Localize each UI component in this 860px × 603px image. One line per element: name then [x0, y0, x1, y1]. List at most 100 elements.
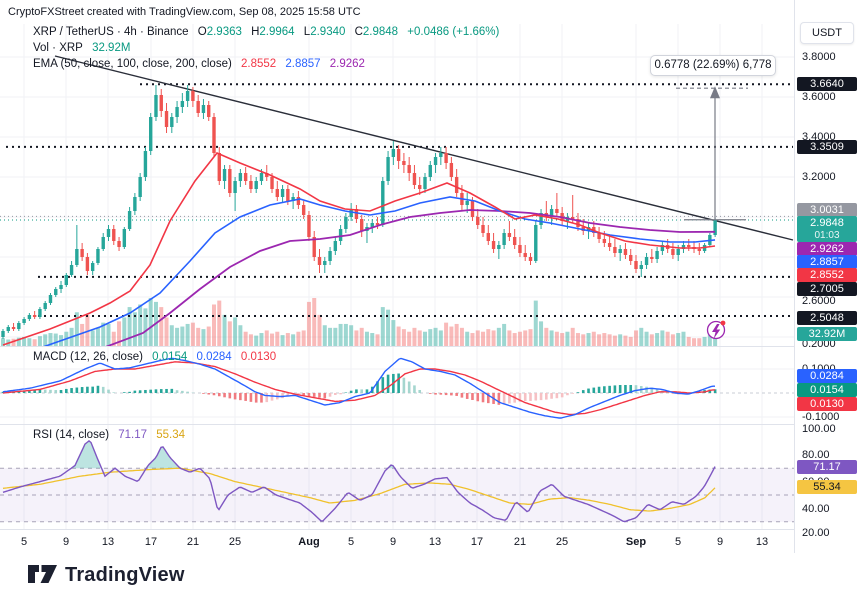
- axis-tick-label: 3.6000: [802, 91, 836, 103]
- axis-price-badge: 3.3509: [797, 140, 857, 154]
- currency-toggle-button[interactable]: USDT: [800, 22, 854, 44]
- rsi-legend[interactable]: RSI (14, close) 71.17 55.34: [33, 429, 191, 441]
- attribution-text: CryptoFXStreet created with TradingView.…: [8, 6, 361, 18]
- macd-legend[interactable]: MACD (12, 26, close) 0.0154 0.0284 0.013…: [33, 351, 282, 363]
- boost-lightning-icon[interactable]: [706, 320, 726, 340]
- measure-tooltip: 0.6778 (22.69%) 6,778: [650, 55, 776, 76]
- high-value: 2.9964: [259, 26, 295, 38]
- ema50-line: [2, 152, 716, 346]
- rsi-label: RSI (14, close): [33, 429, 110, 441]
- ema-legend[interactable]: EMA (50, close, 100, close, 200, close) …: [33, 58, 371, 70]
- axis-price-badge: 0.0154: [797, 383, 857, 397]
- axis-price-badge: 2.8857: [797, 255, 857, 269]
- price-countdown: 01:03: [814, 230, 840, 241]
- price-pane: [0, 55, 794, 346]
- chart-canvas[interactable]: [0, 0, 794, 529]
- time-tick-label: Sep: [625, 536, 647, 548]
- volume-value: 32.92M: [92, 42, 131, 54]
- volume-label: Vol · XRP: [33, 42, 83, 54]
- change-value: +0.0486 (+1.66%): [407, 26, 500, 38]
- macd-line-value: 0.0284: [196, 351, 232, 363]
- symbol-title: XRP / TetherUS · 4h · Binance: [33, 26, 189, 38]
- rsi-band: [0, 468, 794, 522]
- descending-trendline[interactable]: [54, 55, 794, 241]
- tradingview-logo-icon: [28, 565, 57, 583]
- time-tick-label: 21: [186, 536, 200, 548]
- axis-tick-label: 3.8000: [802, 51, 836, 63]
- open-value: 2.9363: [206, 26, 242, 38]
- time-tick-label: 9: [62, 536, 70, 548]
- axis-price-badge: 3.0031: [797, 203, 857, 217]
- time-tick-label: 5: [674, 536, 682, 548]
- macd-pane: [0, 357, 794, 419]
- macd-main-line: [2, 357, 715, 419]
- pane-separator-macd[interactable]: [0, 346, 794, 347]
- volume-legend[interactable]: Vol · XRP 32.92M: [33, 42, 136, 54]
- tradingview-logo-text: TradingView: [65, 563, 185, 586]
- rsi-overbought-fill: [147, 446, 179, 469]
- axis-price-badge: 2.9262: [797, 242, 857, 256]
- axis-tick-label: 3.2000: [802, 171, 836, 183]
- volume-bars: [1, 298, 718, 346]
- axis-tick-label: 0.2000: [802, 338, 836, 350]
- axis-price-badge: 2.9848 01:03: [797, 216, 857, 242]
- time-tick-label: 25: [228, 536, 242, 548]
- axis-price-badge: 0.0284: [797, 369, 857, 383]
- rsi-ma-value: 55.34: [156, 429, 186, 441]
- pane-separator-rsi[interactable]: [0, 424, 794, 425]
- macd-histogram: [1, 373, 717, 405]
- close-label: C: [354, 26, 363, 38]
- rsi-pane: [0, 440, 794, 523]
- high-label: H: [251, 26, 260, 38]
- ema50-value: 2.8552: [241, 58, 277, 70]
- axis-tick-label: -0.1000: [802, 411, 840, 423]
- measure-tool[interactable]: [676, 86, 748, 221]
- rsi-value: 71.17: [118, 429, 148, 441]
- time-tick-label: 25: [555, 536, 569, 548]
- axis-tick-label: 80.00: [802, 449, 830, 461]
- time-tick-label: 5: [347, 536, 355, 548]
- chart-panes[interactable]: [0, 0, 794, 529]
- macd-hist-value: 0.0154: [152, 351, 188, 363]
- axis-price-badge: 2.7005: [797, 282, 857, 296]
- low-label: L: [303, 26, 311, 38]
- close-value: 2.9848: [362, 26, 399, 38]
- axis-price-badge: 32.92M: [797, 327, 857, 341]
- time-tick-label: 13: [755, 536, 769, 548]
- ema100-value: 2.8857: [285, 58, 321, 70]
- tradingview-branding[interactable]: TradingView: [28, 563, 185, 587]
- axis-tick-label: 20.00: [802, 527, 830, 539]
- macd-label: MACD (12, 26, close): [33, 351, 143, 363]
- axis-price-badge: 71.17: [797, 460, 857, 474]
- time-tick-label: 13: [101, 536, 115, 548]
- open-label: O: [197, 26, 207, 38]
- low-value: 2.9340: [310, 26, 346, 38]
- candlestick-series: [1, 85, 717, 339]
- axis-tick-label: 100.00: [802, 423, 836, 435]
- ema200-line: [105, 209, 716, 346]
- axis-price-badge: 55.34: [797, 480, 857, 494]
- axis-price-badge: 3.6640: [797, 77, 857, 91]
- axis-tick-label: 40.00: [802, 503, 830, 515]
- time-tick-label: 9: [716, 536, 724, 548]
- time-tick-label: 21: [513, 536, 527, 548]
- macd-signal-value: 0.0130: [240, 351, 277, 363]
- time-tick-label: 5: [20, 536, 28, 548]
- symbol-legend[interactable]: XRP / TetherUS · 4h · Binance O2.9363 H2…: [33, 26, 505, 38]
- rsi-overbought-fill: [73, 440, 101, 469]
- time-tick-label: 17: [144, 536, 158, 548]
- time-axis[interactable]: 5 9 13 17 21 25 Aug 5 9 13 17 21 25 Sep 5 9 13: [0, 529, 794, 554]
- axis-price-badge: 0.0130: [797, 397, 857, 411]
- axis-price-badge: 2.5048: [797, 311, 857, 325]
- axis-tick-label: 2.6000: [802, 295, 836, 307]
- time-tick-label: 13: [428, 536, 442, 548]
- price-axis[interactable]: USDT 3.8000 3.6000 3.4000 3.2000 2.6000 0.200…: [794, 0, 860, 553]
- rsi-main-line: [2, 440, 716, 523]
- time-tick-label: 17: [470, 536, 484, 548]
- time-tick-label: Aug: [298, 536, 320, 548]
- macd-signal-line: [2, 361, 715, 416]
- axis-price-badge: 2.8552: [797, 268, 857, 282]
- time-tick-label: 9: [389, 536, 397, 548]
- ema200-value: 2.9262: [329, 58, 365, 70]
